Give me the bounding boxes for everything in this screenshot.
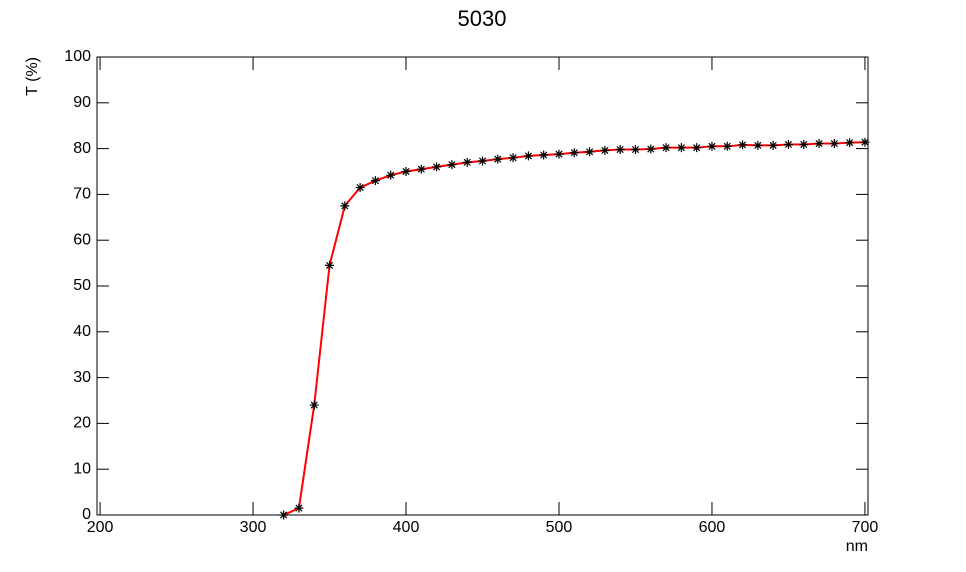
y-tick-label: 30: [73, 369, 91, 386]
x-axis-label: nm: [846, 538, 868, 555]
y-tick-label: 80: [73, 140, 91, 157]
data-marker: [447, 160, 457, 170]
x-tick-label: 600: [699, 519, 726, 536]
data-marker: [478, 156, 487, 166]
x-tick-label: 700: [852, 519, 879, 536]
data-marker: [692, 143, 702, 153]
data-marker: [738, 140, 748, 150]
data-marker: [554, 149, 564, 159]
data-marker: [309, 400, 319, 410]
x-tick-label: 400: [393, 519, 420, 536]
y-tick-label: 10: [73, 460, 91, 477]
data-marker: [707, 141, 717, 151]
data-marker: [355, 183, 365, 193]
y-tick-label: 40: [73, 323, 91, 340]
data-marker: [539, 150, 549, 160]
data-marker: [508, 153, 518, 163]
data-marker: [370, 176, 380, 186]
data-marker: [294, 503, 304, 513]
data-marker: [416, 164, 426, 174]
data-marker: [325, 260, 335, 270]
data-marker: [615, 145, 625, 155]
y-tick-label: 50: [73, 277, 91, 294]
data-marker: [462, 157, 472, 167]
data-marker: [340, 201, 350, 211]
data-marker: [860, 137, 870, 147]
data-marker: [569, 148, 579, 158]
x-tick-label: 200: [87, 519, 114, 536]
data-marker: [630, 145, 640, 155]
x-tick-label: 300: [240, 519, 267, 536]
data-marker: [493, 154, 503, 164]
data-marker: [768, 140, 778, 150]
y-tick-label: 100: [64, 48, 91, 65]
data-marker: [646, 144, 656, 154]
data-marker: [676, 143, 686, 153]
chart-title: 5030: [458, 6, 507, 31]
data-marker: [783, 139, 793, 149]
data-marker: [432, 162, 442, 172]
data-marker: [600, 145, 610, 155]
data-marker: [661, 143, 671, 153]
y-axis-label: T (%): [24, 57, 41, 96]
y-tick-label: 60: [73, 231, 91, 248]
data-marker: [799, 139, 809, 149]
data-marker: [401, 167, 411, 176]
y-tick-label: 0: [82, 506, 91, 523]
data-marker: [585, 147, 595, 157]
data-marker: [722, 141, 732, 151]
data-marker: [279, 510, 289, 520]
data-marker: [814, 139, 824, 149]
data-marker: [829, 139, 839, 149]
data-marker: [386, 170, 396, 180]
data-marker: [845, 138, 855, 148]
y-tick-label: 90: [73, 94, 91, 111]
data-marker: [523, 151, 533, 161]
x-tick-label: 500: [546, 519, 573, 536]
y-tick-label: 20: [73, 415, 91, 432]
y-tick-label: 70: [73, 186, 91, 203]
data-marker: [753, 140, 763, 150]
